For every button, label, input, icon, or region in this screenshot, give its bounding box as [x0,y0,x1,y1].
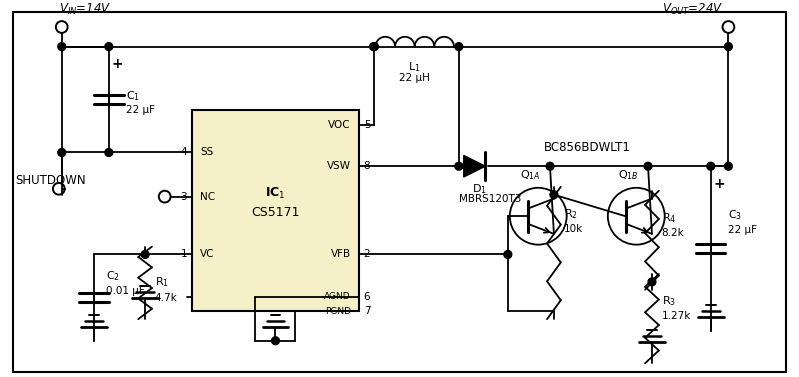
Circle shape [707,162,714,170]
Text: SHUTDOWN: SHUTDOWN [16,175,86,187]
Circle shape [455,162,463,170]
Text: R$_2$: R$_2$ [564,207,578,221]
Text: D$_1$: D$_1$ [471,182,487,196]
Text: VSW: VSW [327,161,351,171]
Text: CS5171: CS5171 [251,206,300,219]
FancyBboxPatch shape [192,110,359,311]
Text: 0.01 μF: 0.01 μF [106,286,145,296]
Text: 4.7k: 4.7k [155,293,177,303]
Text: 1: 1 [181,250,187,259]
Text: VC: VC [200,250,214,259]
Text: 22 μF: 22 μF [126,105,156,115]
Text: IC$_1$: IC$_1$ [265,185,286,201]
Circle shape [58,149,66,156]
Text: SS: SS [200,147,213,158]
Circle shape [105,149,113,156]
Text: 8.2k: 8.2k [662,228,685,238]
Text: L$_1$: L$_1$ [408,60,421,74]
Circle shape [455,43,463,51]
Text: NC: NC [200,192,215,202]
Text: R$_1$: R$_1$ [155,275,169,289]
Text: +: + [112,57,123,71]
Text: C$_1$: C$_1$ [126,89,141,103]
Text: VFB: VFB [331,250,351,259]
Text: AGND: AGND [324,292,351,301]
Circle shape [371,43,379,51]
Circle shape [648,278,656,286]
Text: 2: 2 [364,250,371,259]
Text: 3: 3 [181,192,187,202]
Circle shape [550,191,558,199]
Text: C$_2$: C$_2$ [106,269,120,283]
Text: 1.27k: 1.27k [662,311,691,321]
Circle shape [58,43,66,51]
Text: 8: 8 [364,161,371,171]
Text: Q$_{1B}$: Q$_{1B}$ [618,168,638,182]
Polygon shape [463,155,485,177]
Circle shape [546,162,554,170]
Text: 10k: 10k [564,224,583,234]
Text: PGND: PGND [325,307,351,316]
Circle shape [272,337,280,345]
Text: 6: 6 [364,292,371,302]
Text: R$_3$: R$_3$ [662,294,676,308]
Text: 22 μH: 22 μH [400,73,430,83]
Text: 22 μF: 22 μF [729,225,757,235]
Text: $V_{OUT}$=24V: $V_{OUT}$=24V [662,2,724,17]
Text: 5: 5 [364,120,371,130]
Text: VOC: VOC [328,120,351,130]
Circle shape [725,43,733,51]
Circle shape [141,251,149,258]
Circle shape [644,162,652,170]
Circle shape [725,162,733,170]
Text: $V_{IN}$=14V: $V_{IN}$=14V [59,2,111,17]
Circle shape [370,43,377,51]
Text: MBRS120T3: MBRS120T3 [459,194,521,204]
Text: Q$_{1A}$: Q$_{1A}$ [520,168,541,182]
Text: +: + [714,177,725,191]
Text: 4: 4 [181,147,187,158]
Circle shape [105,43,113,51]
Text: BC856BDWLT1: BC856BDWLT1 [544,141,630,155]
Text: C$_3$: C$_3$ [729,208,742,222]
Text: 7: 7 [364,307,371,316]
Circle shape [504,251,511,258]
Text: R$_4$: R$_4$ [662,211,676,225]
